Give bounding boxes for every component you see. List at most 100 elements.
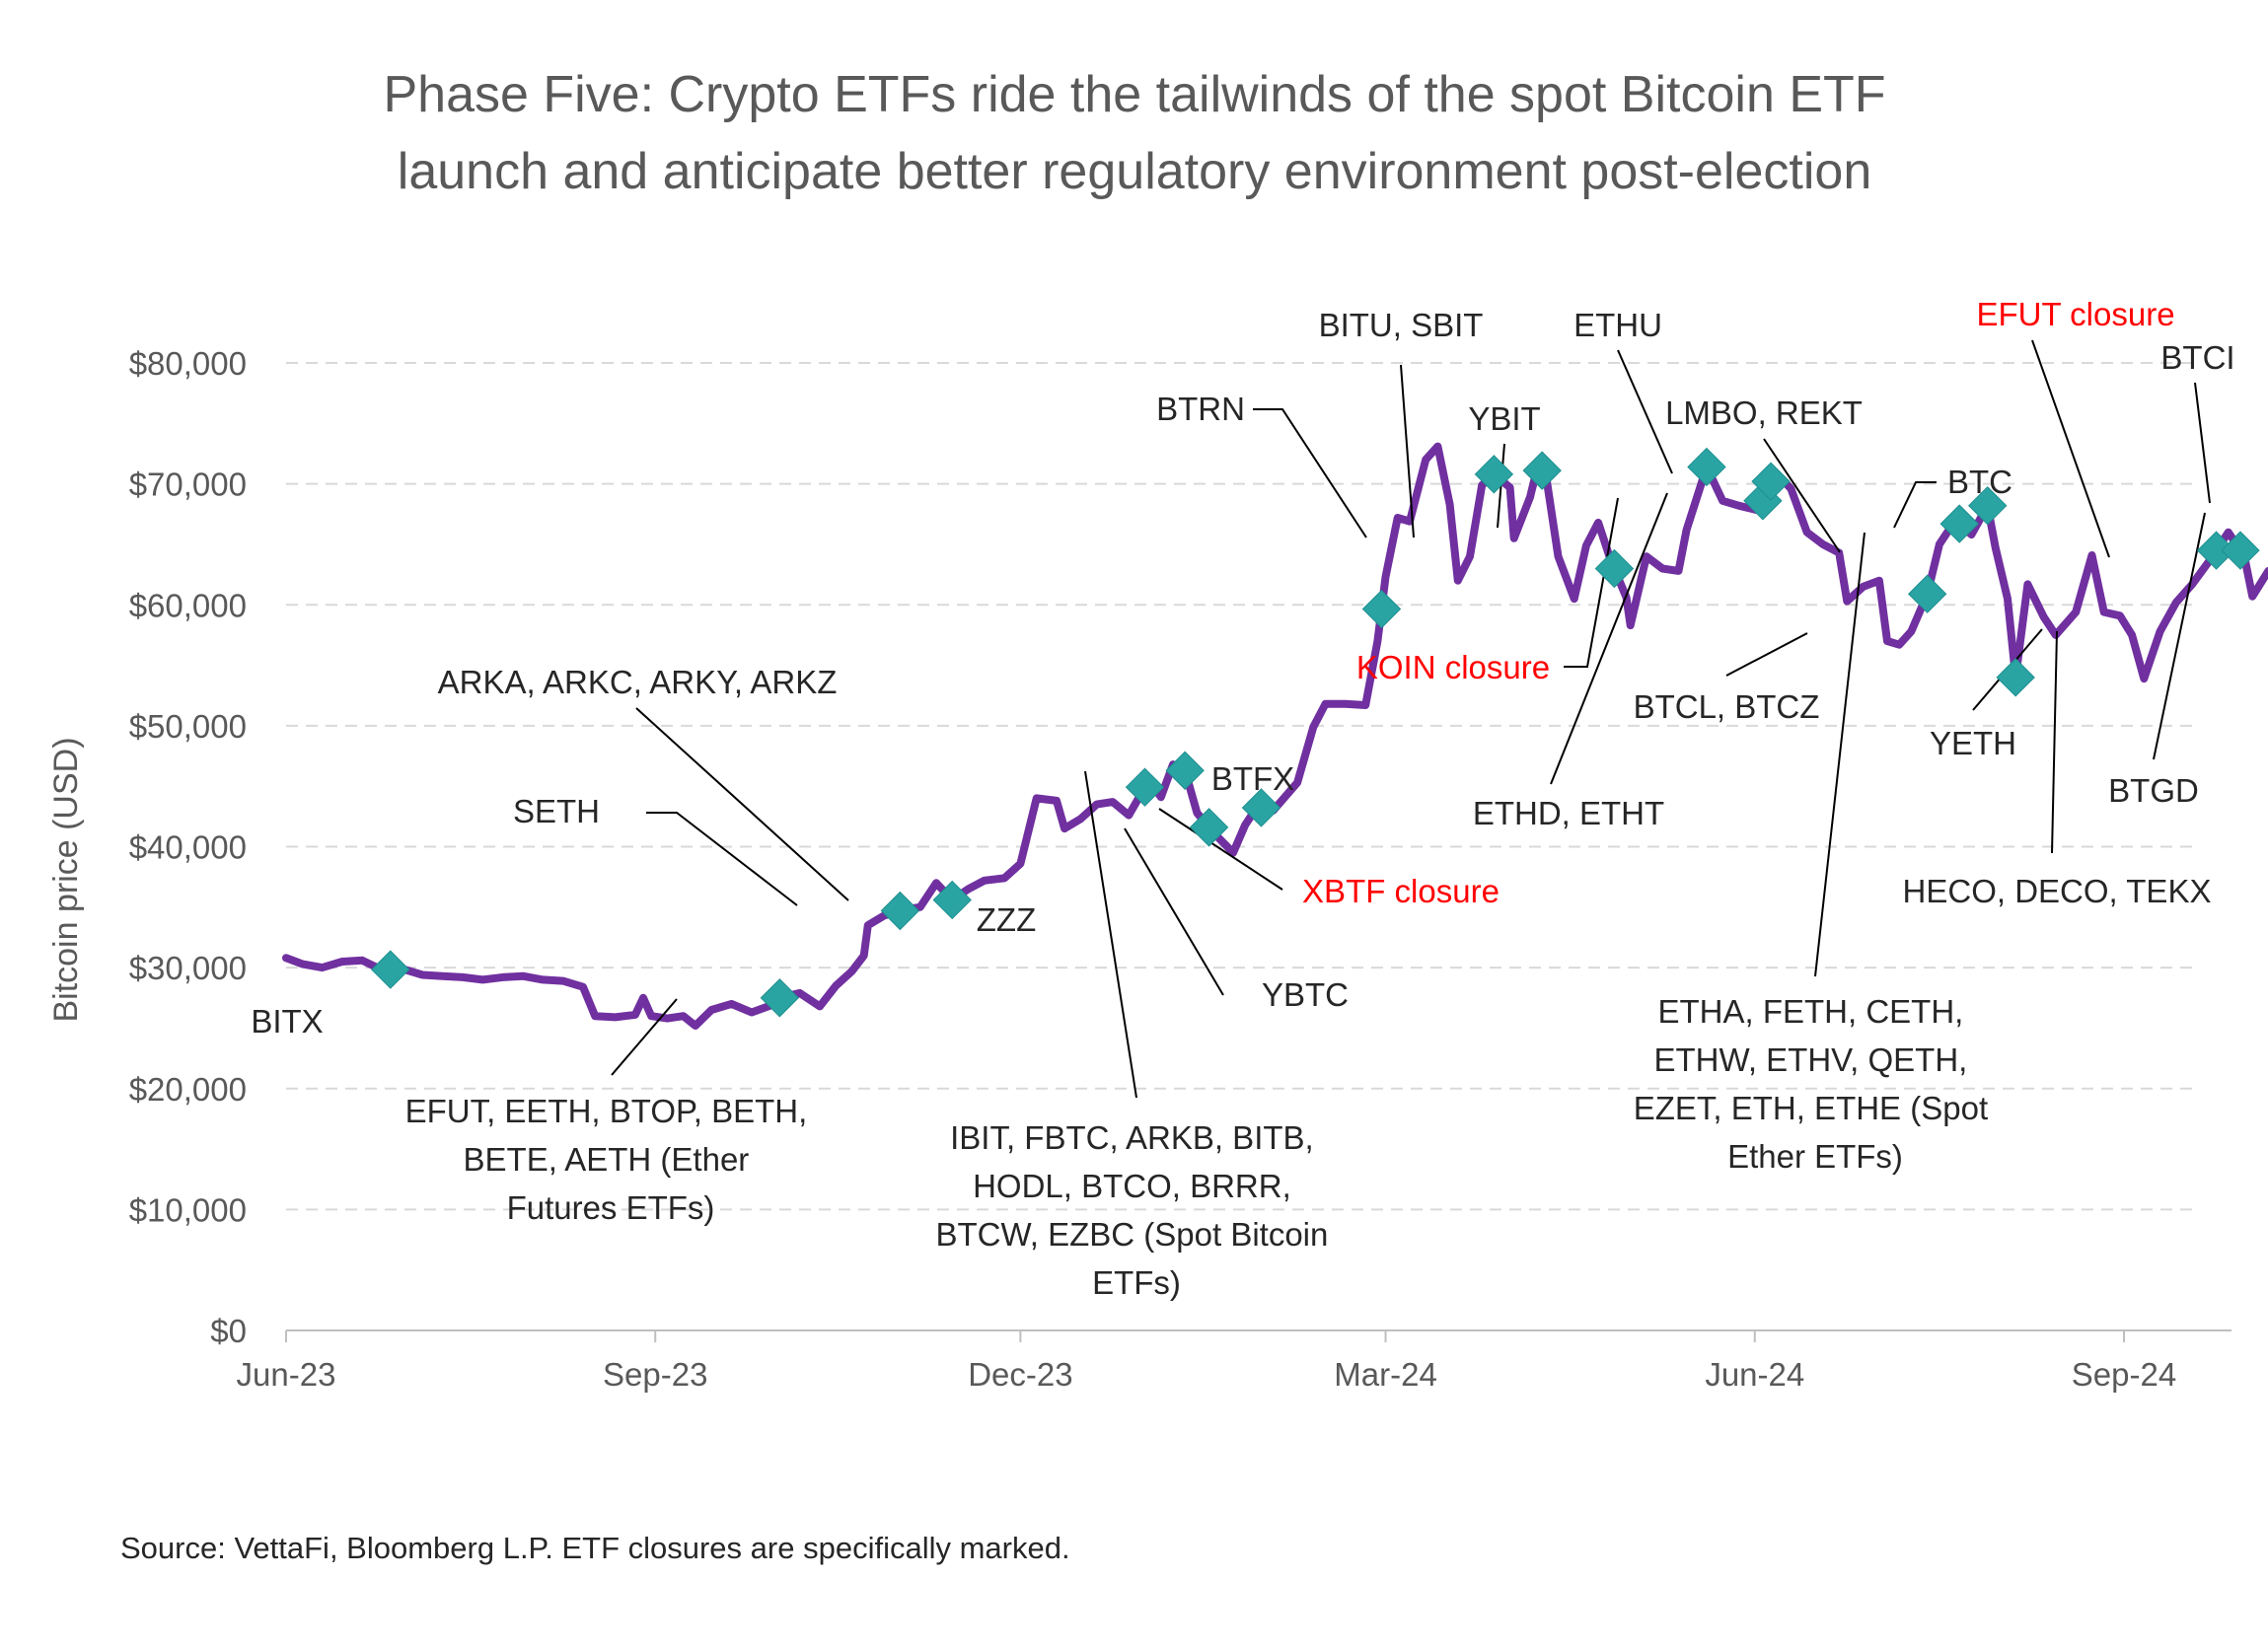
annotation-label-lmbo-rekt: LMBO, REKT bbox=[1665, 395, 1863, 431]
annotation-label-spot-bitcoin-line: IBIT, FBTC, ARKB, BITB, bbox=[950, 1119, 1314, 1156]
annotation-leader-line bbox=[611, 998, 678, 1076]
launch-marker bbox=[1474, 455, 1514, 494]
annotation-leader-line bbox=[1084, 770, 1137, 1099]
annotation-label-btci: BTCI bbox=[2160, 339, 2234, 376]
annotation-label-spot-bitcoin-line: ETFs) bbox=[1092, 1264, 1181, 1301]
chart-title-line-1: Phase Five: Crypto ETFs ride the tailwin… bbox=[383, 66, 1885, 123]
annotation-label-spot-ether-line: Ether ETFs) bbox=[1727, 1138, 1903, 1175]
launch-marker bbox=[880, 891, 920, 931]
y-tick-label: $0 bbox=[210, 1313, 247, 1349]
annotation-leader-line bbox=[1564, 497, 1619, 668]
annotation-label-spot-ether-line: EZET, ETH, ETHE (Spot bbox=[1634, 1090, 1988, 1126]
launch-marker bbox=[1125, 767, 1165, 807]
launch-marker bbox=[1241, 788, 1281, 827]
y-axis-ticks: $0 $10,000 $20,000 $30,000 $40,000 $50,000 $60… bbox=[129, 345, 247, 1349]
annotation-label-btc: BTC bbox=[1947, 464, 2012, 500]
annotation-label-btfx: BTFX bbox=[1211, 760, 1294, 797]
price-series bbox=[282, 442, 2268, 1030]
annotation-label-bitx: BITX bbox=[251, 1003, 323, 1040]
annotation-label-efut-closure: EFUT closure bbox=[1976, 296, 2174, 332]
y-tick-label: $10,000 bbox=[129, 1191, 247, 1228]
x-tick-label: Sep-24 bbox=[2072, 1356, 2176, 1393]
annotation-label-koin-closure: KOIN closure bbox=[1356, 649, 1550, 685]
launch-marker bbox=[1996, 658, 2035, 697]
y-tick-label: $60,000 bbox=[129, 587, 247, 623]
launch-marker bbox=[1907, 574, 1947, 613]
annotation-label-spot-ether-line: ETHA, FETH, CETH, bbox=[1657, 993, 1963, 1030]
annotation-label-spot-ether-line: ETHW, ETHV, QETH, bbox=[1654, 1041, 1968, 1078]
annotation-label-btgd: BTGD bbox=[2108, 772, 2199, 809]
source-note: Source: VettaFi, Bloomberg L.P. ETF clos… bbox=[120, 1531, 1070, 1565]
launch-marker bbox=[1967, 485, 2008, 526]
annotation-label-ybtc: YBTC bbox=[1262, 976, 1349, 1013]
annotation-leader-line bbox=[1124, 827, 1224, 996]
launch-markers bbox=[371, 447, 2260, 1018]
y-tick-label: $30,000 bbox=[129, 950, 247, 986]
annotation-label-yeth: YETH bbox=[1930, 725, 2016, 761]
annotation-label-ethd-etht: ETHD, ETHT bbox=[1473, 795, 1664, 831]
annotation-leader-line bbox=[1400, 364, 1415, 538]
y-tick-label: $70,000 bbox=[129, 466, 247, 503]
annotation-leader-line bbox=[2153, 512, 2206, 760]
annotation-label-spot-bitcoin: IBIT, FBTC, ARKB, BITB, HODL, BTCO, BRRR… bbox=[935, 1119, 1337, 1301]
annotation-label-ether-futures-line: Futures ETFs) bbox=[507, 1189, 715, 1226]
launch-marker bbox=[371, 950, 410, 989]
annotation-leader-line bbox=[1725, 632, 1808, 677]
annotation-leader-line bbox=[1763, 438, 1841, 553]
annotation-leader-line bbox=[635, 707, 849, 901]
annotation-label-ether-futures-line: BETE, AETH (Ether bbox=[464, 1141, 750, 1178]
launch-marker bbox=[1594, 548, 1635, 589]
annotation-label-spot-ether: ETHA, FETH, CETH, ETHW, ETHV, QETH, EZET… bbox=[1634, 993, 1998, 1175]
launch-marker bbox=[1165, 751, 1205, 790]
annotation-label-heco-deco-tekx: HECO, DECO, TEKX bbox=[1903, 873, 2212, 909]
y-axis-title: Bitcoin price (USD) bbox=[47, 737, 85, 1022]
annotation-leader-line bbox=[646, 812, 798, 906]
launch-marker bbox=[1687, 447, 1726, 487]
annotation-label-spot-bitcoin-line: HODL, BTCO, BRRR, bbox=[973, 1168, 1291, 1204]
annotation-label-ethu: ETHU bbox=[1573, 307, 1662, 343]
annotation-leader-line bbox=[1158, 808, 1283, 891]
annotation-label-btcl-btcz: BTCL, BTCZ bbox=[1634, 688, 1820, 725]
x-tick-label: Sep-23 bbox=[603, 1356, 707, 1393]
annotation-label-seth: SETH bbox=[513, 793, 600, 829]
annotation-leader-line bbox=[1550, 492, 1668, 785]
annotation-label-btrn: BTRN bbox=[1156, 391, 1245, 427]
x-tick-label: Jun-24 bbox=[1705, 1356, 1804, 1393]
annotation-label-ark: ARKA, ARKC, ARKY, ARKZ bbox=[438, 664, 838, 700]
annotation-leader-line bbox=[2051, 630, 2058, 854]
annotation-leaders bbox=[611, 339, 2211, 1099]
x-tick-label: Dec-23 bbox=[968, 1356, 1072, 1393]
y-tick-label: $80,000 bbox=[129, 345, 247, 382]
x-axis-ticks: Jun-23 Sep-23 Dec-23 Mar-24 Jun-24 Sep-24 bbox=[237, 1330, 2176, 1393]
annotation-labels: BITX EFUT, EETH, BTOP, BETH, BETE, AETH … bbox=[251, 296, 2234, 1301]
launch-marker bbox=[760, 978, 800, 1018]
launch-marker bbox=[1189, 808, 1229, 847]
bitcoin-price-line bbox=[282, 442, 2268, 1030]
y-tick-label: $50,000 bbox=[129, 708, 247, 745]
x-tick-label: Jun-23 bbox=[237, 1356, 336, 1393]
annotation-label-xbtf-closure: XBTF closure bbox=[1302, 873, 1500, 909]
y-tick-label: $40,000 bbox=[129, 829, 247, 866]
x-tick-label: Mar-24 bbox=[1334, 1356, 1437, 1393]
annotation-leader-line bbox=[1814, 532, 1866, 977]
launch-marker bbox=[1939, 504, 1979, 543]
annotation-leader-line bbox=[2194, 382, 2211, 504]
annotation-label-ybit: YBIT bbox=[1468, 400, 1540, 437]
annotation-label-ether-futures-line: EFUT, EETH, BTOP, BETH, bbox=[405, 1093, 808, 1129]
launch-marker bbox=[1751, 462, 1791, 501]
launch-marker bbox=[1361, 589, 1402, 629]
chart-title-line-2: launch and anticipate better regulatory … bbox=[398, 143, 1871, 200]
launch-marker bbox=[932, 880, 972, 920]
annotation-label-spot-bitcoin-line: BTCW, EZBC (Spot Bitcoin bbox=[935, 1216, 1328, 1253]
annotation-leader-line bbox=[1617, 349, 1673, 474]
annotation-leader-line bbox=[2031, 339, 2110, 558]
launch-marker bbox=[1522, 451, 1562, 490]
launch-marker bbox=[2221, 531, 2260, 570]
y-tick-label: $20,000 bbox=[129, 1071, 247, 1108]
annotation-label-zzz: ZZZ bbox=[977, 901, 1036, 938]
annotation-leader-line bbox=[1253, 408, 1367, 538]
annotation-leader-line bbox=[1893, 481, 1937, 529]
annotation-label-bitu-sbit: BITU, SBIT bbox=[1319, 307, 1484, 343]
annotation-label-ether-futures: EFUT, EETH, BTOP, BETH, BETE, AETH (Ethe… bbox=[405, 1093, 817, 1226]
